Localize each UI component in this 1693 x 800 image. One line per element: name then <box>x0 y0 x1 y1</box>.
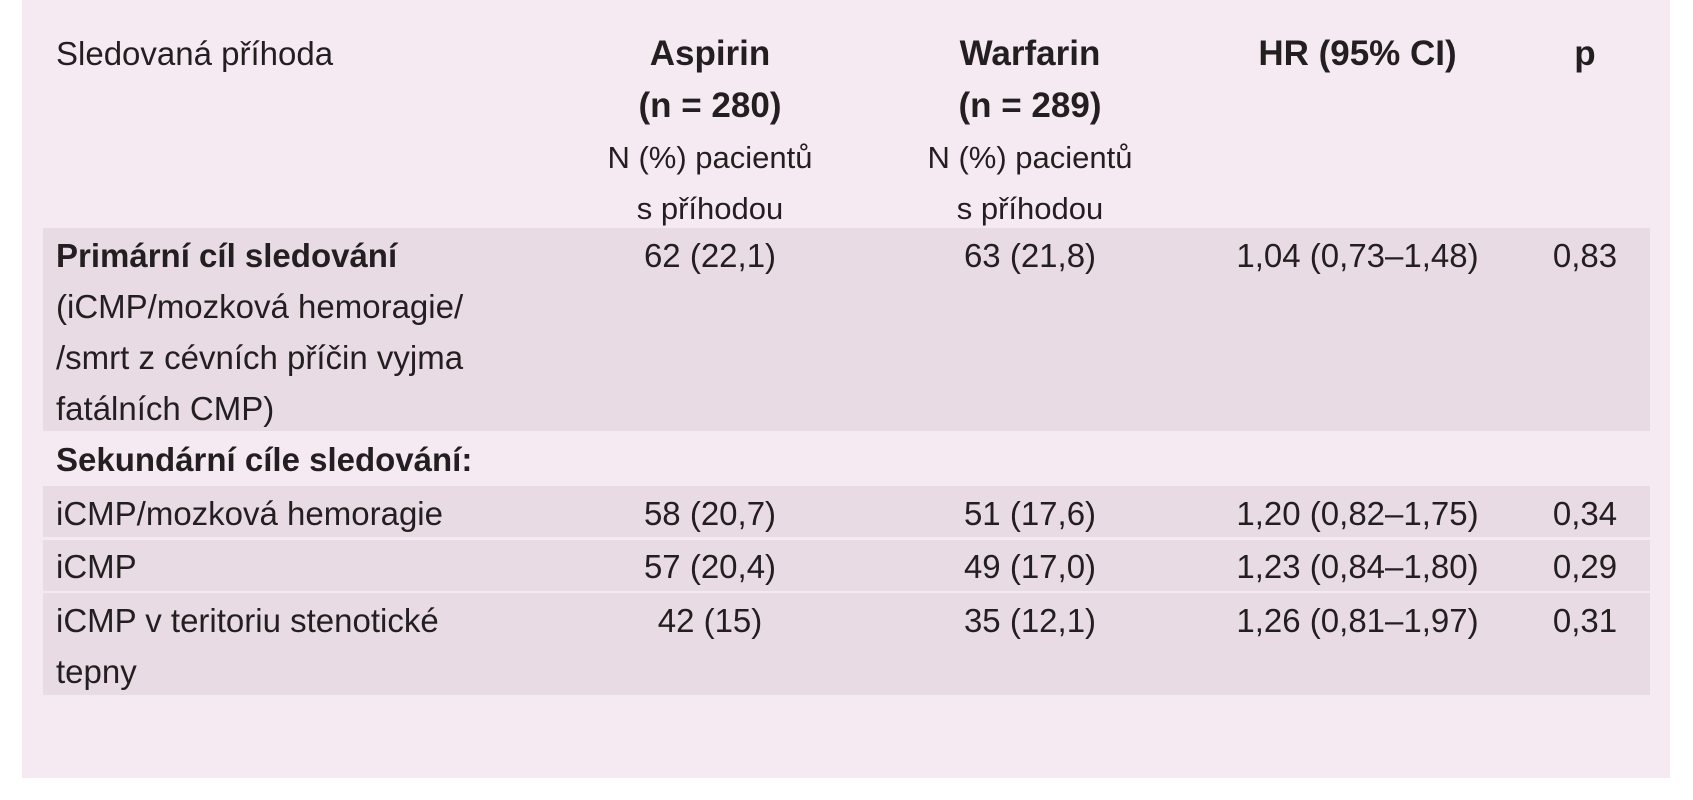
header-aspirin-sub1: N (%) pacientů <box>607 140 813 175</box>
primary-desc-3: fatálních CMP) <box>56 390 275 427</box>
row-label-line1: iCMP v teritoriu stenotické <box>56 602 439 639</box>
header-p: p <box>1574 34 1596 73</box>
header-aspirin-sub2: s příhodou <box>636 191 784 226</box>
row-hr: 1,20 (0,82–1,75) <box>1236 495 1479 532</box>
primary-p: 0,83 <box>1552 237 1618 274</box>
header-warfarin: Warfarin (n = 289) N (%) pacientů s příh… <box>880 28 1180 234</box>
primary-warfarin: 63 (21,8) <box>963 237 1097 274</box>
primary-hr: 1,04 (0,73–1,48) <box>1236 237 1479 274</box>
primary-title: Primární cíl sledování <box>56 237 398 274</box>
header-aspirin-n: (n = 280) <box>638 86 782 125</box>
row-band <box>43 540 1650 591</box>
row-warfarin: 51 (17,6) <box>963 495 1097 532</box>
row-band <box>43 486 1650 537</box>
row-warfarin: 35 (12,1) <box>963 602 1097 639</box>
primary-desc-2: /smrt z cévních příčin vyjma <box>56 339 464 376</box>
row-aspirin: 57 (20,4) <box>643 548 777 585</box>
header-aspirin: Aspirin (n = 280) N (%) pacientů s přího… <box>560 28 860 234</box>
row-aspirin: 42 (15) <box>657 602 763 639</box>
row-label: iCMP <box>56 548 137 585</box>
row-hr: 1,23 (0,84–1,80) <box>1236 548 1479 585</box>
header-event: Sledovaná příhoda <box>56 35 334 72</box>
row-p: 0,31 <box>1552 602 1618 639</box>
primary-desc-1: (iCMP/mozková hemoragie/ <box>56 288 464 325</box>
header-warfarin-name: Warfarin <box>959 34 1101 73</box>
row-label: iCMP/mozková hemoragie <box>56 495 443 532</box>
primary-row-band <box>43 228 1650 431</box>
header-warfarin-sub1: N (%) pacientů <box>927 140 1133 175</box>
header-warfarin-sub2: s příhodou <box>956 191 1104 226</box>
row-label: iCMP v teritoriu stenotické tepny <box>56 595 439 697</box>
row-band <box>43 593 1650 695</box>
secondary-title: Sekundární cíle sledování: <box>56 441 473 478</box>
primary-aspirin: 62 (22,1) <box>643 237 777 274</box>
row-hr: 1,26 (0,81–1,97) <box>1236 602 1479 639</box>
row-label-line2: tepny <box>56 653 137 690</box>
header-aspirin-name: Aspirin <box>649 34 771 73</box>
header-hr: HR (95% CI) <box>1258 34 1457 73</box>
row-p: 0,34 <box>1552 495 1618 532</box>
row-aspirin: 58 (20,7) <box>643 495 777 532</box>
header-warfarin-n: (n = 289) <box>958 86 1102 125</box>
row-warfarin: 49 (17,0) <box>963 548 1097 585</box>
row-p: 0,29 <box>1552 548 1618 585</box>
primary-label: Primární cíl sledování (iCMP/mozková hem… <box>56 230 463 434</box>
